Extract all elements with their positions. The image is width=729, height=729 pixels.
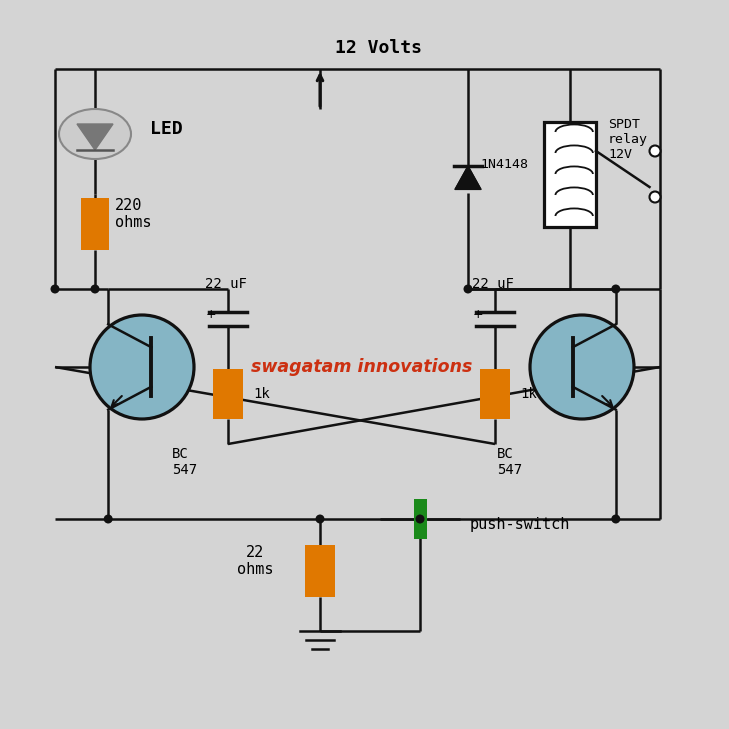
Text: +: +	[206, 308, 217, 321]
Text: 1k: 1k	[520, 387, 537, 401]
Circle shape	[612, 515, 620, 523]
Text: swagatam innovations: swagatam innovations	[252, 358, 472, 376]
Polygon shape	[77, 124, 113, 150]
Text: BC
547: BC 547	[172, 447, 197, 477]
Bar	[480, 369, 510, 419]
Circle shape	[104, 515, 113, 523]
Text: 12 Volts: 12 Volts	[335, 39, 422, 57]
Text: BC
547: BC 547	[497, 447, 522, 477]
Text: SPDT
relay
12V: SPDT relay 12V	[608, 117, 648, 160]
Text: push-switch: push-switch	[470, 517, 570, 531]
Circle shape	[650, 146, 660, 157]
Text: 1N4148: 1N4148	[480, 157, 528, 171]
Text: 1k: 1k	[253, 387, 270, 401]
Circle shape	[416, 515, 424, 523]
Bar	[213, 369, 243, 419]
Ellipse shape	[59, 109, 131, 159]
Text: LED: LED	[150, 120, 183, 138]
Polygon shape	[455, 166, 481, 190]
Bar	[544, 122, 596, 227]
Circle shape	[530, 315, 634, 419]
Bar	[305, 545, 335, 597]
Circle shape	[90, 284, 99, 294]
Circle shape	[464, 284, 472, 294]
Text: 22 uF: 22 uF	[205, 277, 247, 291]
Text: +: +	[473, 308, 483, 321]
Circle shape	[650, 192, 660, 203]
Circle shape	[316, 515, 324, 523]
Text: 220
ohms: 220 ohms	[115, 198, 152, 230]
Circle shape	[50, 284, 60, 294]
Text: 22 uF: 22 uF	[472, 277, 514, 291]
Circle shape	[90, 315, 194, 419]
Text: 22
ohms: 22 ohms	[237, 545, 273, 577]
Bar	[413, 499, 426, 539]
Bar	[81, 198, 109, 250]
Circle shape	[612, 284, 620, 294]
